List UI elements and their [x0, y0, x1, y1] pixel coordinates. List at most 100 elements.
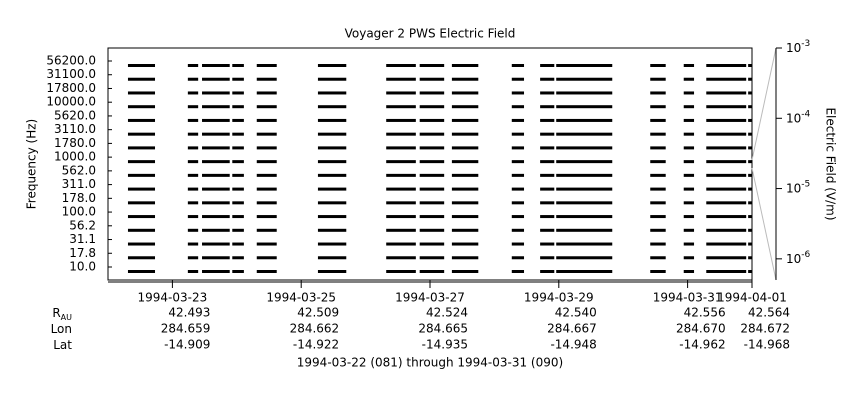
- coverage-bar: [187, 77, 199, 81]
- coverage-bar: [232, 118, 244, 122]
- coverage-bar: [451, 132, 479, 136]
- coverage-bar: [187, 118, 199, 122]
- coverage-bar: [540, 132, 555, 136]
- coverage-bar: [650, 77, 666, 81]
- coverage-bar: [386, 228, 416, 232]
- coverage-bar: [540, 201, 555, 205]
- coverage-bar: [386, 146, 416, 150]
- x-tick-label: 1994-03-23: [138, 291, 208, 305]
- coverage-bar: [317, 77, 347, 81]
- coverage-bar: [386, 77, 416, 81]
- ephemeris-value: 284.662: [290, 322, 340, 336]
- coverage-bar: [511, 173, 525, 177]
- coverage-bar: [386, 160, 416, 164]
- chart-title: Voyager 2 PWS Electric Field: [345, 27, 516, 41]
- coverage-bar: [256, 64, 277, 67]
- coverage-bar: [556, 105, 613, 109]
- coverage-bar: [232, 105, 244, 109]
- coverage-bar: [232, 64, 244, 67]
- ephemeris-value: 42.540: [555, 306, 597, 320]
- coverage-bar: [511, 215, 525, 219]
- y2-tick-base: 10: [786, 41, 801, 55]
- coverage-bar: [256, 228, 277, 232]
- coverage-bar: [748, 64, 752, 67]
- coverage-bar: [511, 160, 525, 164]
- coverage-bar: [540, 146, 555, 150]
- y-tick-label: 17.8: [69, 246, 96, 260]
- ephemeris-label-sub: AU: [61, 313, 72, 322]
- coverage-bar: [748, 77, 752, 81]
- coverage-bar: [419, 118, 445, 122]
- coverage-bar: [748, 270, 752, 273]
- coverage-bar: [650, 146, 666, 150]
- coverage-bar: [187, 105, 199, 109]
- coverage-bar: [451, 160, 479, 164]
- coverage-bar: [232, 91, 244, 95]
- coverage-bar: [511, 118, 525, 122]
- coverage-bar: [683, 187, 695, 191]
- coverage-bar: [650, 132, 666, 136]
- colorbar-connector: [751, 167, 777, 281]
- coverage-bar: [202, 242, 230, 246]
- ephemeris-value: 284.665: [418, 322, 468, 336]
- coverage-bar: [419, 201, 445, 205]
- coverage-bar: [451, 91, 479, 95]
- coverage-bar: [540, 105, 555, 109]
- coverage-bar: [706, 132, 747, 136]
- coverage-bar: [256, 201, 277, 205]
- y2-tick-label: 10-5: [786, 179, 810, 195]
- ephemeris-value: -14.935: [422, 338, 468, 352]
- coverage-bar: [232, 256, 244, 260]
- coverage-bar: [556, 132, 613, 136]
- coverage-bar: [706, 64, 747, 67]
- coverage-bar: [317, 64, 347, 67]
- y-tick-label: 5620.0: [54, 108, 96, 122]
- coverage-bar: [748, 215, 752, 219]
- coverage-bar: [202, 91, 230, 95]
- coverage-bar: [256, 270, 277, 273]
- coverage-bar: [511, 146, 525, 150]
- coverage-bar: [386, 215, 416, 219]
- coverage-bar: [650, 228, 666, 232]
- coverage-bar: [232, 242, 244, 246]
- coverage-bar: [256, 256, 277, 260]
- coverage-bar: [650, 256, 666, 260]
- ephemeris-label: Lat: [53, 338, 72, 352]
- coverage-bar: [556, 160, 613, 164]
- y-tick-label: 100.0: [62, 205, 96, 219]
- coverage-bar: [748, 160, 752, 164]
- coverage-bar: [256, 91, 277, 95]
- coverage-bar: [540, 77, 555, 81]
- coverage-bar: [256, 187, 277, 191]
- coverage-bar: [187, 160, 199, 164]
- coverage-bar: [127, 228, 156, 232]
- coverage-bar: [683, 201, 695, 205]
- coverage-bar: [650, 118, 666, 122]
- coverage-bar: [706, 215, 747, 219]
- ephemeris-value: -14.968: [744, 338, 790, 352]
- coverage-bar: [748, 105, 752, 109]
- y2-tick-base: 10: [786, 251, 801, 265]
- coverage-bar: [556, 118, 613, 122]
- coverage-bar: [187, 256, 199, 260]
- ephemeris-label: RAU: [52, 306, 72, 322]
- ephemeris-value: 42.493: [168, 306, 210, 320]
- y2-tick-exponent: -6: [801, 249, 810, 259]
- coverage-bar: [317, 173, 347, 177]
- coverage-bar: [748, 228, 752, 232]
- coverage-bar: [451, 105, 479, 109]
- coverage-bar: [683, 270, 695, 273]
- coverage-bar: [650, 242, 666, 246]
- coverage-bar: [317, 270, 347, 273]
- coverage-bar: [187, 132, 199, 136]
- coverage-bar: [202, 187, 230, 191]
- coverage-bar: [232, 173, 244, 177]
- coverage-bar: [540, 160, 555, 164]
- coverage-bar: [556, 173, 613, 177]
- coverage-bar: [202, 173, 230, 177]
- coverage-bar: [127, 215, 156, 219]
- coverage-bar: [202, 160, 230, 164]
- coverage-bar: [419, 160, 445, 164]
- coverage-bar: [419, 132, 445, 136]
- ephemeris-value: 42.524: [426, 306, 468, 320]
